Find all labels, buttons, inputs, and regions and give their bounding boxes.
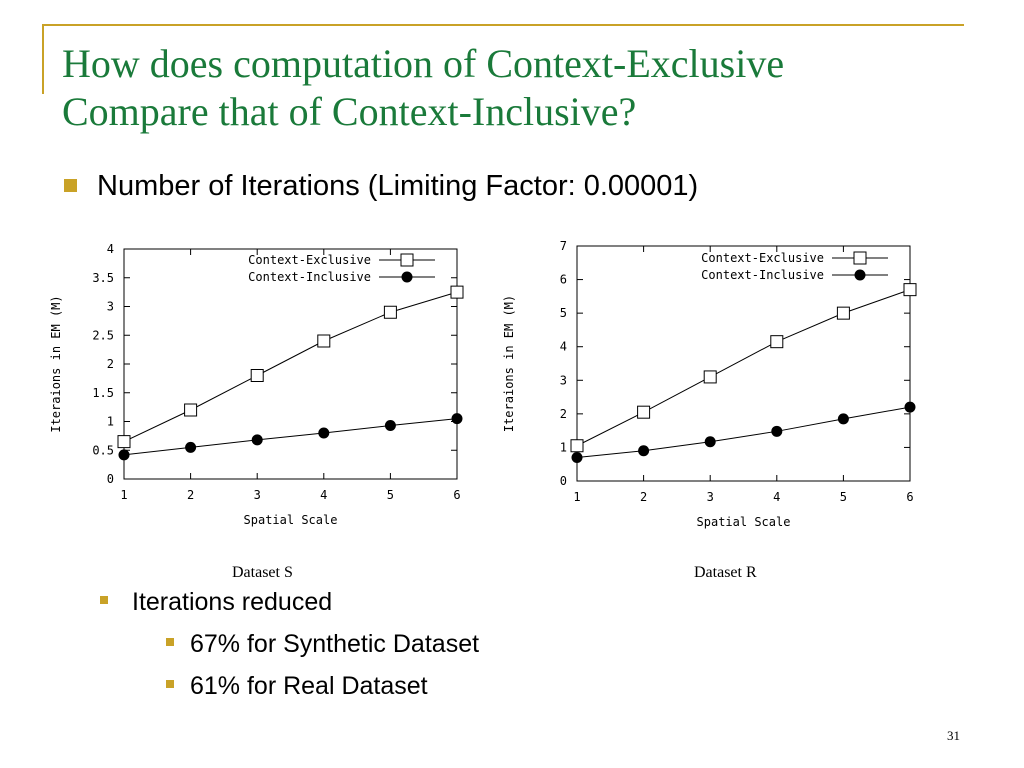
data-point [318, 427, 330, 439]
data-point [570, 439, 584, 453]
legend-label: Context-Exclusive [248, 253, 371, 267]
y-axis-label: Iteraions in EM (M) [49, 295, 63, 432]
data-point [770, 335, 784, 349]
legend-label: Context-Exclusive [701, 251, 824, 265]
series-context-exclusive [117, 285, 464, 449]
x-axis-label: Spatial Scale [244, 513, 338, 527]
data-point [704, 436, 716, 448]
square-bullet-icon [166, 680, 174, 689]
y-tick-label: 0.5 [92, 443, 114, 457]
data-point [384, 420, 396, 432]
x-tick-label: 2 [187, 488, 194, 502]
series-line [576, 406, 911, 458]
y-tick-label: 2.5 [92, 328, 114, 342]
square-bullet-icon [100, 596, 108, 605]
y-tick-label: 1 [560, 440, 567, 454]
data-point [251, 434, 263, 446]
x-tick-label: 5 [387, 488, 394, 502]
y-tick-label: 2 [560, 407, 567, 421]
main-bullet-text: Number of Iterations (Limiting Factor: 0… [97, 170, 699, 202]
series-context-exclusive [570, 283, 917, 453]
sub-bullet: Iterations reduced [100, 588, 332, 617]
y-axis-label: Iteraions in EM (M) [502, 295, 516, 432]
chart-caption-dataset-r: Dataset R [694, 564, 757, 581]
series-line [123, 291, 458, 443]
slide-title-line-2: Compare that of Context-Inclusive? [62, 89, 637, 134]
title-frame-left-rule [42, 24, 44, 94]
x-axis-label: Spatial Scale [697, 515, 791, 529]
y-tick-label: 4 [560, 340, 567, 354]
series-context-inclusive [571, 401, 916, 463]
x-tick-label: 6 [453, 488, 460, 502]
sub-sub-bullet-synthetic: 67% for Synthetic Dataset [166, 630, 479, 659]
series-context-inclusive [118, 413, 463, 461]
sub-sub-bullet-text: 67% for Synthetic Dataset [190, 630, 480, 658]
data-point [317, 334, 331, 348]
y-tick-label: 3.5 [92, 271, 114, 285]
y-tick-label: 3 [107, 300, 114, 314]
data-point [571, 452, 583, 463]
plot-frame [576, 245, 911, 482]
slide-title-line-1: How does computation of Context-Exclusiv… [62, 41, 785, 86]
legend-marker [401, 271, 413, 283]
y-tick-label: 6 [560, 273, 567, 287]
title-frame-top-rule [42, 24, 964, 26]
data-point [638, 445, 650, 457]
data-point [184, 403, 198, 417]
data-point [250, 369, 264, 382]
legend-marker [854, 269, 866, 281]
data-point [117, 435, 131, 449]
data-point [118, 449, 130, 461]
y-tick-label: 0 [560, 474, 567, 488]
square-bullet-icon [166, 638, 174, 647]
x-tick-label: 3 [707, 490, 714, 504]
legend-marker [853, 251, 867, 265]
slide-title: How does computation of Context-Exclusiv… [62, 40, 962, 136]
data-point [450, 285, 464, 299]
data-point [836, 306, 850, 320]
legend-marker [400, 253, 414, 267]
x-tick-label: 6 [906, 490, 913, 504]
x-tick-label: 4 [773, 490, 780, 504]
y-tick-label: 1.5 [92, 386, 114, 400]
square-bullet-icon [64, 178, 77, 192]
legend-label: Context-Inclusive [701, 268, 824, 282]
x-tick-label: 1 [120, 488, 127, 502]
chart-caption-dataset-s: Dataset S [232, 564, 293, 581]
data-point [837, 413, 849, 425]
x-tick-label: 1 [573, 490, 580, 504]
chart-dataset-s: 0 0.5 1 1.5 2 2.5 3 3.5 4 1 2 3 4 5 6 Spatial Scale Iter… [49, 242, 464, 527]
data-point [383, 305, 397, 319]
y-tick-label: 4 [107, 242, 114, 256]
x-tick-label: 3 [254, 488, 261, 502]
x-tick-label: 4 [320, 488, 327, 502]
data-point [451, 413, 463, 425]
y-tick-label: 5 [560, 306, 567, 320]
data-point [903, 283, 917, 297]
data-point [703, 370, 717, 384]
data-point [904, 401, 916, 413]
main-bullet: Number of Iterations (Limiting Factor: 0… [64, 170, 698, 203]
y-tick-label: 3 [560, 373, 567, 387]
x-tick-label: 2 [640, 490, 647, 504]
y-tick-label: 7 [560, 239, 567, 253]
y-tick-label: 0 [107, 472, 114, 486]
sub-sub-bullet-text: 61% for Real Dataset [190, 672, 428, 700]
data-point [185, 441, 197, 453]
data-point [637, 405, 651, 419]
y-tick-label: 2 [107, 357, 114, 371]
series-line [576, 289, 911, 447]
data-point [771, 425, 783, 437]
y-tick-label: 1 [107, 415, 114, 429]
series-line [123, 418, 458, 456]
legend-label: Context-Inclusive [248, 270, 371, 284]
page-number: 31 [947, 728, 960, 743]
x-tick-label: 5 [840, 490, 847, 504]
sub-sub-bullet-real: 61% for Real Dataset [166, 672, 428, 701]
sub-bullet-text: Iterations reduced [132, 588, 333, 616]
